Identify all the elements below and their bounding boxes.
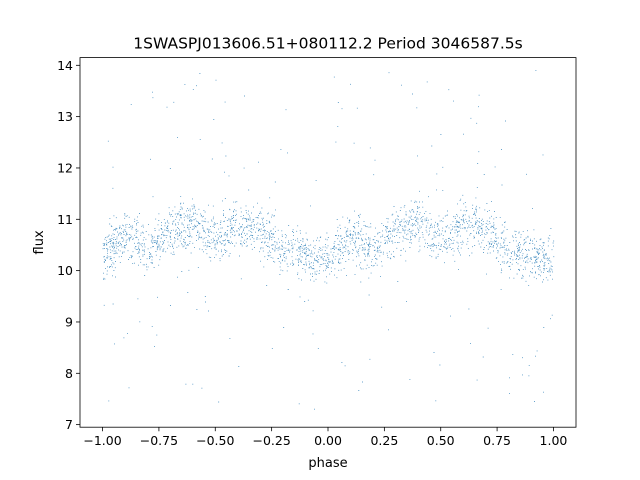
y-tick-label: 13: [57, 109, 73, 124]
y-tick-label: 7: [65, 417, 73, 432]
data-points: [102, 69, 555, 410]
y-tick-label: 8: [65, 366, 73, 381]
chart-title: 1SWASPJ013606.51+080112.2 Period 3046587…: [133, 35, 522, 53]
x-tick-label: −0.50: [196, 433, 234, 448]
y-tick-label: 11: [57, 212, 73, 227]
x-axis-label: phase: [308, 456, 347, 471]
y-tick-label: 10: [57, 263, 73, 278]
y-tick-label: 9: [65, 314, 73, 329]
y-axis: 7 8 9 10 11 12 13 14: [57, 58, 80, 432]
x-tick-label: 0.00: [314, 433, 342, 448]
y-tick-label: 14: [57, 58, 73, 73]
x-tick-label: −0.75: [140, 433, 178, 448]
scatter-points: [102, 69, 555, 410]
x-tick-label: −0.25: [252, 433, 290, 448]
x-tick-label: −1.00: [83, 433, 121, 448]
x-tick-label: 0.25: [370, 433, 398, 448]
y-axis-label: flux: [32, 230, 47, 254]
x-axis: −1.00 −0.75 −0.50 −0.25 0.00 0.25 0.50 0.75 1.00: [83, 427, 567, 448]
x-tick-label: 0.75: [483, 433, 511, 448]
x-tick-label: 0.50: [427, 433, 455, 448]
x-tick-label: 1.00: [540, 433, 568, 448]
y-tick-label: 12: [57, 160, 73, 175]
